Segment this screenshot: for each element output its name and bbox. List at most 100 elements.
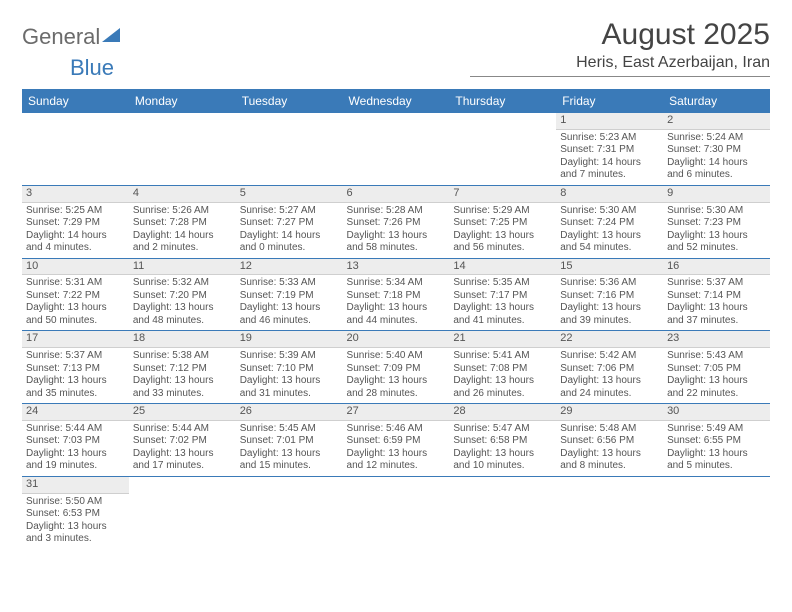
calendar-day-cell <box>129 113 236 185</box>
day-detail-line: Daylight: 13 hours <box>667 230 766 243</box>
day-detail-line: Daylight: 13 hours <box>667 302 766 315</box>
day-detail-line: Daylight: 14 hours <box>133 230 232 243</box>
calendar-day-cell: 30Sunrise: 5:49 AMSunset: 6:55 PMDayligh… <box>663 404 770 477</box>
day-detail-line: Daylight: 14 hours <box>667 157 766 170</box>
day-detail-line: Sunrise: 5:50 AM <box>26 496 125 509</box>
day-detail-line: Sunrise: 5:40 AM <box>347 350 446 363</box>
calendar-day-cell <box>449 476 556 548</box>
day-detail-line: Sunset: 7:06 PM <box>560 363 659 376</box>
day-detail-line: Daylight: 13 hours <box>560 302 659 315</box>
calendar-week-row: 3Sunrise: 5:25 AMSunset: 7:29 PMDaylight… <box>22 185 770 258</box>
calendar-day-cell <box>663 476 770 548</box>
day-detail-line: Sunset: 7:20 PM <box>133 290 232 303</box>
day-detail-line: Sunrise: 5:30 AM <box>560 205 659 218</box>
day-detail-line: Sunrise: 5:24 AM <box>667 132 766 145</box>
day-detail-line: and 31 minutes. <box>240 388 339 401</box>
title-block: August 2025 Heris, East Azerbaijan, Iran <box>470 18 770 77</box>
day-number: 22 <box>556 331 663 348</box>
day-detail-line: and 5 minutes. <box>667 460 766 473</box>
day-detail-line: Daylight: 13 hours <box>347 230 446 243</box>
day-number: 25 <box>129 404 236 421</box>
day-detail-line: Sunrise: 5:42 AM <box>560 350 659 363</box>
day-detail-line: Daylight: 13 hours <box>240 448 339 461</box>
day-detail-line: Sunrise: 5:44 AM <box>133 423 232 436</box>
calendar-day-cell: 7Sunrise: 5:29 AMSunset: 7:25 PMDaylight… <box>449 185 556 258</box>
day-detail-line: Sunset: 7:17 PM <box>453 290 552 303</box>
day-detail-line: and 44 minutes. <box>347 315 446 328</box>
day-detail-line: Daylight: 14 hours <box>240 230 339 243</box>
col-header: Wednesday <box>343 89 450 113</box>
day-detail-line: Daylight: 13 hours <box>560 375 659 388</box>
day-detail-line: Sunset: 7:26 PM <box>347 217 446 230</box>
day-number: 19 <box>236 331 343 348</box>
calendar-day-cell: 28Sunrise: 5:47 AMSunset: 6:58 PMDayligh… <box>449 404 556 477</box>
day-detail-line: Sunrise: 5:48 AM <box>560 423 659 436</box>
day-detail-line: Daylight: 13 hours <box>453 230 552 243</box>
day-detail-line: Sunrise: 5:35 AM <box>453 277 552 290</box>
calendar-week-row: 24Sunrise: 5:44 AMSunset: 7:03 PMDayligh… <box>22 404 770 477</box>
day-detail-line: Sunrise: 5:23 AM <box>560 132 659 145</box>
calendar-week-row: 17Sunrise: 5:37 AMSunset: 7:13 PMDayligh… <box>22 331 770 404</box>
logo-sail-icon <box>102 28 120 42</box>
day-detail-line: Daylight: 13 hours <box>453 448 552 461</box>
calendar-day-cell: 4Sunrise: 5:26 AMSunset: 7:28 PMDaylight… <box>129 185 236 258</box>
day-number: 16 <box>663 259 770 276</box>
calendar-day-cell <box>449 113 556 185</box>
day-detail-line: and 33 minutes. <box>133 388 232 401</box>
location-text: Heris, East Azerbaijan, Iran <box>470 54 770 77</box>
calendar-head-row: SundayMondayTuesdayWednesdayThursdayFrid… <box>22 89 770 113</box>
calendar-day-cell: 26Sunrise: 5:45 AMSunset: 7:01 PMDayligh… <box>236 404 343 477</box>
day-number: 14 <box>449 259 556 276</box>
day-detail-line: Sunrise: 5:39 AM <box>240 350 339 363</box>
day-detail-line: and 37 minutes. <box>667 315 766 328</box>
day-number: 3 <box>22 186 129 203</box>
calendar-day-cell: 31Sunrise: 5:50 AMSunset: 6:53 PMDayligh… <box>22 476 129 548</box>
col-header: Tuesday <box>236 89 343 113</box>
calendar-head: SundayMondayTuesdayWednesdayThursdayFrid… <box>22 89 770 113</box>
day-detail-line: Sunset: 6:56 PM <box>560 435 659 448</box>
day-number: 8 <box>556 186 663 203</box>
day-detail-line: Daylight: 13 hours <box>453 302 552 315</box>
day-number: 7 <box>449 186 556 203</box>
calendar-day-cell: 13Sunrise: 5:34 AMSunset: 7:18 PMDayligh… <box>343 258 450 331</box>
calendar-day-cell <box>556 476 663 548</box>
calendar-day-cell: 12Sunrise: 5:33 AMSunset: 7:19 PMDayligh… <box>236 258 343 331</box>
day-detail-line: Sunset: 7:19 PM <box>240 290 339 303</box>
calendar-body: 1Sunrise: 5:23 AMSunset: 7:31 PMDaylight… <box>22 113 770 549</box>
day-detail-line: and 28 minutes. <box>347 388 446 401</box>
day-detail-line: and 12 minutes. <box>347 460 446 473</box>
calendar-day-cell: 23Sunrise: 5:43 AMSunset: 7:05 PMDayligh… <box>663 331 770 404</box>
calendar-day-cell: 22 Sunrise: 5:42 AMSunset: 7:06 PMDayligh… <box>556 331 663 404</box>
logo: General <box>22 18 120 50</box>
day-detail-line: Sunrise: 5:33 AM <box>240 277 339 290</box>
day-number: 26 <box>236 404 343 421</box>
day-detail-line: Sunset: 7:27 PM <box>240 217 339 230</box>
logo-text-blue: Blue <box>70 55 114 80</box>
calendar-day-cell: 3Sunrise: 5:25 AMSunset: 7:29 PMDaylight… <box>22 185 129 258</box>
day-detail-line: Sunset: 7:22 PM <box>26 290 125 303</box>
day-detail-line: and 26 minutes. <box>453 388 552 401</box>
calendar-day-cell: 18Sunrise: 5:38 AMSunset: 7:12 PMDayligh… <box>129 331 236 404</box>
day-number: 10 <box>22 259 129 276</box>
day-detail-line: Sunset: 7:31 PM <box>560 144 659 157</box>
day-detail-line: Sunset: 6:58 PM <box>453 435 552 448</box>
calendar-day-cell: 8Sunrise: 5:30 AMSunset: 7:24 PMDaylight… <box>556 185 663 258</box>
day-detail-line: and 17 minutes. <box>133 460 232 473</box>
day-detail-line: Daylight: 13 hours <box>347 375 446 388</box>
day-detail-line: Sunset: 7:12 PM <box>133 363 232 376</box>
day-detail-line: Sunset: 7:16 PM <box>560 290 659 303</box>
day-number: 11 <box>129 259 236 276</box>
day-detail-line: Sunrise: 5:46 AM <box>347 423 446 436</box>
day-detail-line: and 56 minutes. <box>453 242 552 255</box>
calendar-week-row: 10Sunrise: 5:31 AMSunset: 7:22 PMDayligh… <box>22 258 770 331</box>
day-detail-line: Sunset: 7:03 PM <box>26 435 125 448</box>
day-number: 5 <box>236 186 343 203</box>
day-detail-line: Sunset: 7:13 PM <box>26 363 125 376</box>
day-detail-line: Daylight: 13 hours <box>26 448 125 461</box>
day-detail-line: and 54 minutes. <box>560 242 659 255</box>
day-detail-line: Sunrise: 5:34 AM <box>347 277 446 290</box>
day-number: 9 <box>663 186 770 203</box>
day-detail-line: Daylight: 14 hours <box>26 230 125 243</box>
col-header: Friday <box>556 89 663 113</box>
day-detail-line: and 39 minutes. <box>560 315 659 328</box>
